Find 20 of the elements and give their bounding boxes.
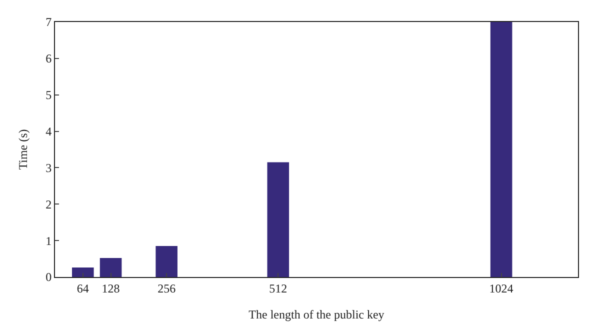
bar [100, 258, 122, 277]
y-tick-label: 1 [46, 234, 52, 248]
x-tick-label: 128 [102, 281, 120, 296]
bar [156, 246, 178, 277]
x-tick-label: 64 [76, 281, 89, 296]
x-tick-label: 256 [158, 281, 176, 296]
x-tick-label: 1024 [489, 281, 514, 296]
y-tick-label: 0 [46, 270, 52, 284]
bar [490, 22, 512, 277]
y-tick-label: 4 [46, 124, 52, 138]
y-tick-label: 7 [46, 15, 52, 30]
y-tick-label: 5 [46, 88, 52, 102]
bar [267, 162, 290, 277]
x-tick-label: 512 [269, 281, 288, 296]
x-axis-title: The length of the public key [248, 307, 384, 322]
y-tick-label: 6 [46, 52, 52, 66]
bar [72, 268, 94, 277]
y-tick-label: 3 [46, 160, 52, 175]
y-axis-title: Time (s) [16, 129, 30, 170]
y-tick-label: 2 [46, 197, 52, 212]
